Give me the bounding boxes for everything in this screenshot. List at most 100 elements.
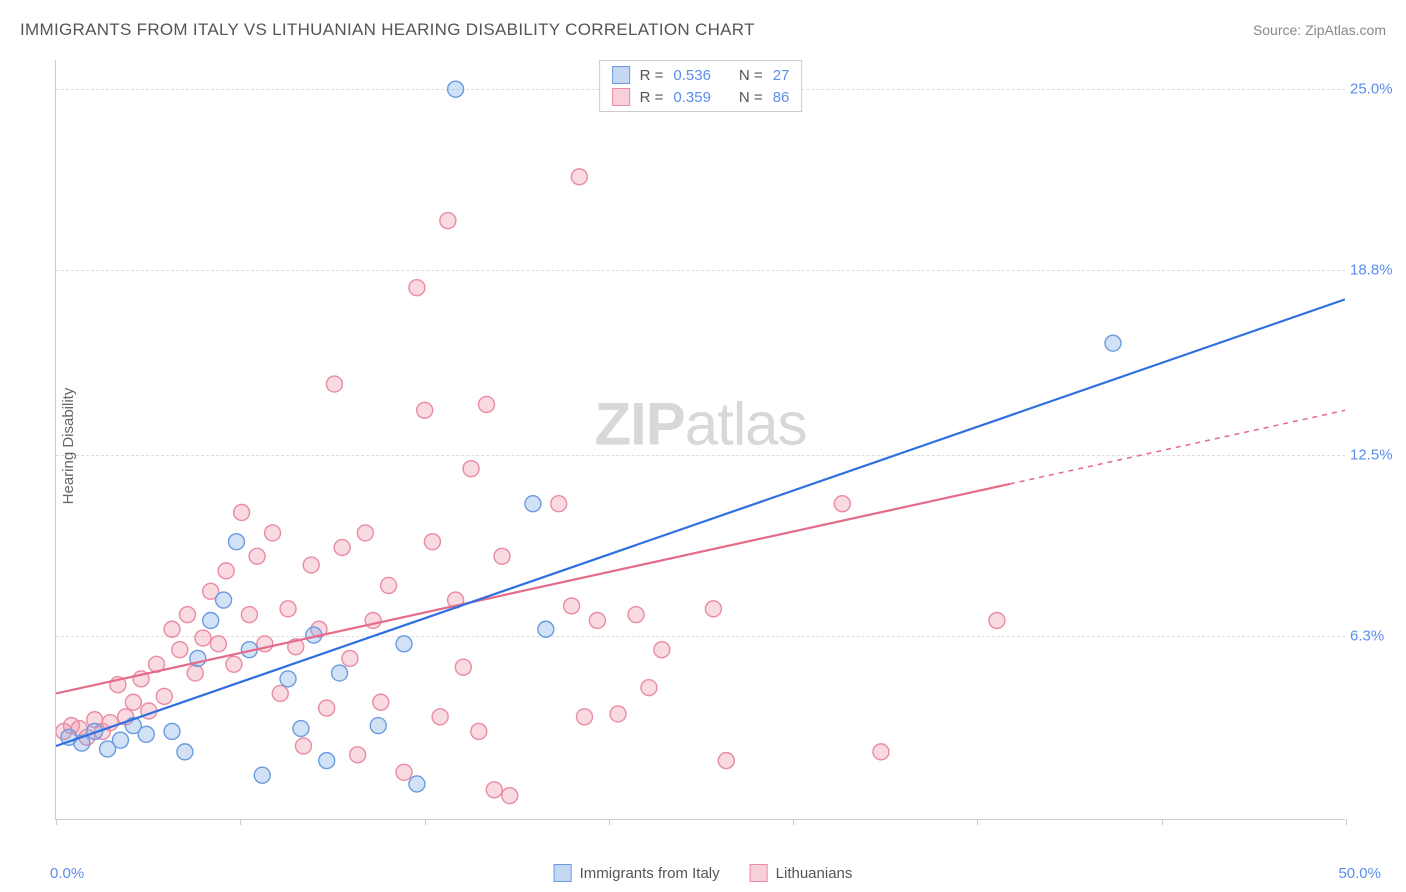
- x-tick: [1346, 819, 1347, 825]
- data-point: [125, 694, 141, 710]
- data-point: [576, 709, 592, 725]
- source-attribution: Source: ZipAtlas.com: [1253, 22, 1386, 38]
- data-point: [424, 534, 440, 550]
- data-point: [463, 461, 479, 477]
- r-label: R =: [640, 67, 664, 84]
- r-value: 0.536: [673, 67, 711, 84]
- data-point: [718, 753, 734, 769]
- y-tick-label: 12.5%: [1350, 446, 1405, 463]
- x-axis-max-label: 50.0%: [1338, 865, 1381, 882]
- data-point: [409, 280, 425, 296]
- data-point: [448, 81, 464, 97]
- data-point: [396, 764, 412, 780]
- data-point: [164, 621, 180, 637]
- data-point: [357, 525, 373, 541]
- regression-line: [56, 299, 1345, 746]
- x-tick: [240, 819, 241, 825]
- x-tick: [793, 819, 794, 825]
- y-tick-label: 25.0%: [1350, 81, 1405, 98]
- data-point: [254, 767, 270, 783]
- x-tick: [609, 819, 610, 825]
- data-point: [295, 738, 311, 754]
- data-point: [494, 548, 510, 564]
- data-point: [705, 601, 721, 617]
- data-point: [873, 744, 889, 760]
- data-point: [486, 782, 502, 798]
- swatch-icon: [554, 864, 572, 882]
- data-point: [1105, 335, 1121, 351]
- data-point: [440, 213, 456, 229]
- data-point: [228, 534, 244, 550]
- series-legend: Immigrants from Italy Lithuanians: [554, 864, 853, 882]
- data-point: [551, 496, 567, 512]
- data-point: [112, 732, 128, 748]
- data-point: [249, 548, 265, 564]
- data-point: [350, 747, 366, 763]
- chart-title: IMMIGRANTS FROM ITALY VS LITHUANIAN HEAR…: [20, 20, 755, 40]
- swatch-icon: [612, 88, 630, 106]
- data-point: [455, 659, 471, 675]
- source-label: Source:: [1253, 22, 1301, 38]
- data-point: [179, 607, 195, 623]
- r-label: R =: [640, 89, 664, 106]
- data-point: [156, 688, 172, 704]
- source-link[interactable]: ZipAtlas.com: [1305, 22, 1386, 38]
- data-point: [280, 601, 296, 617]
- data-point: [409, 776, 425, 792]
- swatch-icon: [750, 864, 768, 882]
- data-point: [471, 723, 487, 739]
- legend-label: Lithuanians: [776, 865, 853, 882]
- swatch-icon: [612, 66, 630, 84]
- data-point: [564, 598, 580, 614]
- chart-header: IMMIGRANTS FROM ITALY VS LITHUANIAN HEAR…: [20, 20, 1386, 40]
- plot-area: R = 0.536 N = 27 R = 0.359 N = 86 ZIPatl…: [55, 60, 1345, 820]
- data-point: [417, 402, 433, 418]
- data-point: [319, 700, 335, 716]
- data-point: [538, 621, 554, 637]
- data-point: [373, 694, 389, 710]
- legend-item-lithuanian: Lithuanians: [750, 864, 853, 882]
- data-point: [641, 680, 657, 696]
- data-point: [834, 496, 850, 512]
- data-point: [195, 630, 211, 646]
- legend-item-italy: Immigrants from Italy: [554, 864, 720, 882]
- legend-row-lithuanian: R = 0.359 N = 86: [612, 86, 790, 108]
- data-point: [216, 592, 232, 608]
- data-point: [628, 607, 644, 623]
- x-tick: [977, 819, 978, 825]
- y-tick-label: 18.8%: [1350, 262, 1405, 279]
- data-point: [226, 656, 242, 672]
- y-tick-label: 6.3%: [1350, 627, 1405, 644]
- data-point: [654, 642, 670, 658]
- scatter-chart: [56, 60, 1345, 819]
- data-point: [172, 642, 188, 658]
- data-point: [502, 788, 518, 804]
- data-point: [432, 709, 448, 725]
- data-point: [396, 636, 412, 652]
- data-point: [293, 721, 309, 737]
- data-point: [326, 376, 342, 392]
- data-point: [177, 744, 193, 760]
- data-point: [381, 577, 397, 593]
- data-point: [589, 613, 605, 629]
- data-point: [241, 607, 257, 623]
- data-point: [265, 525, 281, 541]
- x-tick: [56, 819, 57, 825]
- legend-row-italy: R = 0.536 N = 27: [612, 64, 790, 86]
- data-point: [525, 496, 541, 512]
- data-point: [319, 753, 335, 769]
- data-point: [218, 563, 234, 579]
- x-tick: [425, 819, 426, 825]
- data-point: [203, 613, 219, 629]
- data-point: [303, 557, 319, 573]
- data-point: [280, 671, 296, 687]
- n-value: 27: [773, 67, 790, 84]
- n-label: N =: [739, 67, 763, 84]
- correlation-legend: R = 0.536 N = 27 R = 0.359 N = 86: [599, 60, 803, 112]
- data-point: [610, 706, 626, 722]
- n-value: 86: [773, 89, 790, 106]
- data-point: [989, 613, 1005, 629]
- data-point: [138, 726, 154, 742]
- data-point: [187, 665, 203, 681]
- data-point: [210, 636, 226, 652]
